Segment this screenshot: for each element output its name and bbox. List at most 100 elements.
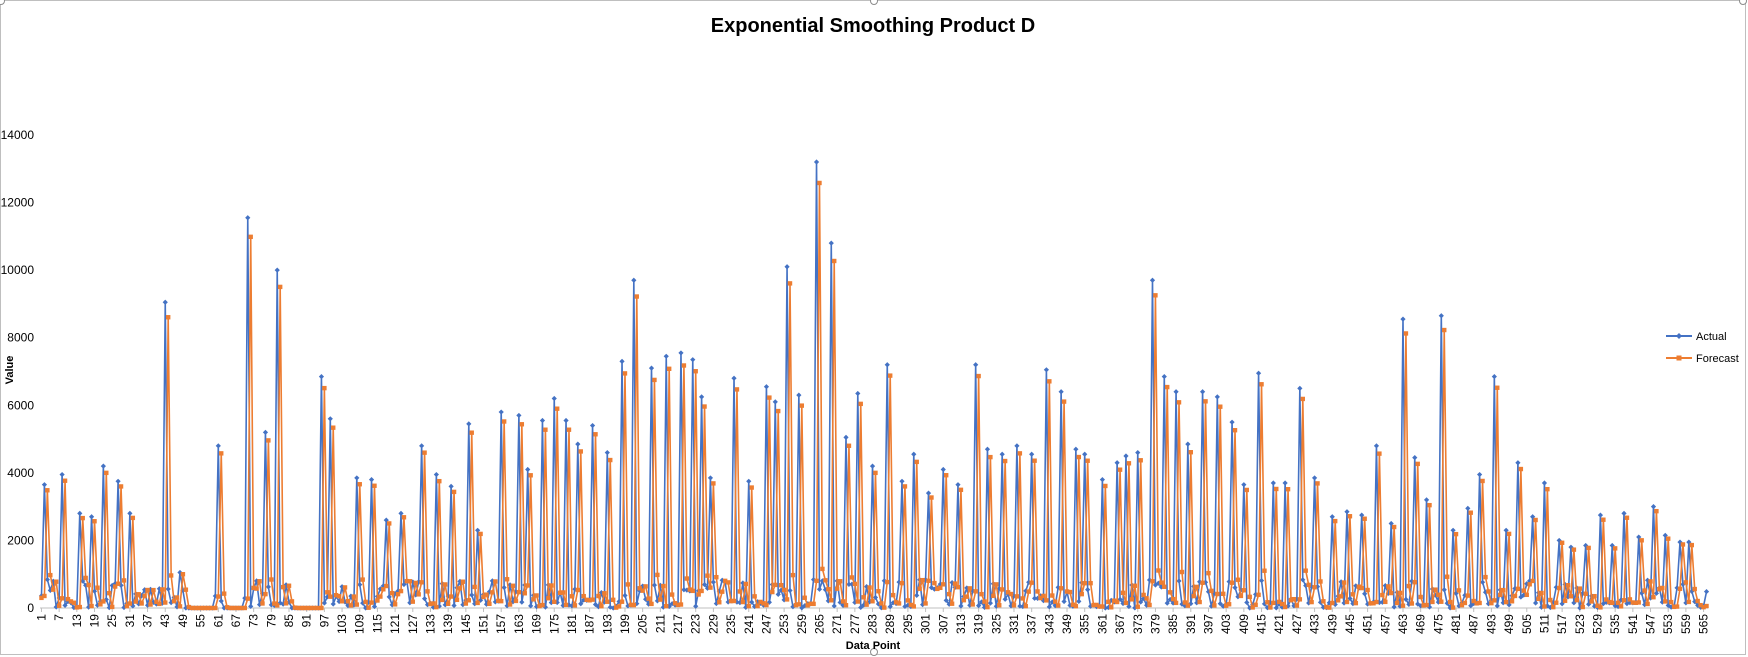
data-point-forecast[interactable] xyxy=(133,599,138,604)
data-point-forecast[interactable] xyxy=(1209,588,1214,594)
data-point-forecast[interactable] xyxy=(781,587,787,593)
data-point-actual[interactable] xyxy=(115,478,121,484)
data-point-actual[interactable] xyxy=(1479,579,1486,585)
data-point-actual[interactable] xyxy=(1241,482,1247,488)
data-point-forecast[interactable] xyxy=(307,605,312,611)
data-point-forecast[interactable] xyxy=(1335,598,1341,603)
data-point-forecast[interactable] xyxy=(443,582,448,587)
data-point-forecast[interactable] xyxy=(398,588,404,594)
data-point-actual[interactable] xyxy=(940,466,946,473)
data-point-actual[interactable] xyxy=(861,602,867,608)
data-point-actual[interactable] xyxy=(911,451,917,457)
data-point-forecast[interactable] xyxy=(369,600,374,605)
data-point-actual[interactable] xyxy=(218,598,224,604)
data-point-forecast[interactable] xyxy=(1271,600,1276,606)
data-point-forecast[interactable] xyxy=(1285,487,1291,492)
data-point-forecast[interactable] xyxy=(98,602,103,607)
data-point-forecast[interactable] xyxy=(1221,591,1226,597)
data-point-actual[interactable] xyxy=(407,600,413,606)
data-point-actual[interactable] xyxy=(1503,527,1509,533)
data-point-forecast[interactable] xyxy=(378,594,383,599)
data-point-forecast[interactable] xyxy=(888,373,893,378)
data-point-actual[interactable] xyxy=(103,596,109,603)
data-point-actual[interactable] xyxy=(1099,477,1105,483)
data-point-forecast[interactable] xyxy=(643,584,648,589)
data-point-forecast[interactable] xyxy=(1058,586,1064,591)
data-point-forecast[interactable] xyxy=(1453,531,1459,537)
data-point-actual[interactable] xyxy=(1477,471,1483,478)
data-point-forecast[interactable] xyxy=(328,594,333,599)
data-point-forecast[interactable] xyxy=(186,604,192,610)
data-point-actual[interactable] xyxy=(976,603,982,609)
data-point-actual[interactable] xyxy=(501,584,507,591)
data-point-actual[interactable] xyxy=(377,586,383,592)
data-point-forecast[interactable] xyxy=(499,598,504,604)
data-point-actual[interactable] xyxy=(640,583,646,589)
data-point-forecast[interactable] xyxy=(1256,592,1261,598)
data-point-forecast[interactable] xyxy=(820,566,825,572)
data-point-forecast[interactable] xyxy=(1565,583,1571,588)
data-point-actual[interactable] xyxy=(766,599,772,605)
data-point-actual[interactable] xyxy=(1544,603,1550,609)
data-point-actual[interactable] xyxy=(1403,596,1409,602)
data-point-forecast[interactable] xyxy=(1050,593,1055,598)
data-point-actual[interactable] xyxy=(498,409,504,415)
data-point-forecast[interactable] xyxy=(1094,602,1099,608)
data-point-forecast[interactable] xyxy=(734,387,740,392)
data-point-forecast[interactable] xyxy=(758,599,763,605)
data-point-forecast[interactable] xyxy=(1559,540,1565,545)
data-point-forecast[interactable] xyxy=(48,572,53,578)
data-point-actual[interactable] xyxy=(457,578,463,584)
data-point-forecast[interactable] xyxy=(1141,592,1146,598)
data-point-forecast[interactable] xyxy=(681,363,687,368)
data-point-forecast[interactable] xyxy=(115,581,121,586)
data-point-forecast[interactable] xyxy=(280,584,286,590)
data-point-actual[interactable] xyxy=(442,602,448,608)
data-point-actual[interactable] xyxy=(1273,605,1279,611)
data-point-forecast[interactable] xyxy=(419,580,424,585)
data-point-forecast[interactable] xyxy=(1055,603,1061,608)
data-point-actual[interactable] xyxy=(846,581,852,587)
data-point-forecast[interactable] xyxy=(1465,593,1471,598)
data-point-forecast[interactable] xyxy=(864,602,869,607)
data-point-forecast[interactable] xyxy=(1070,602,1076,607)
data-point-actual[interactable] xyxy=(1441,587,1447,593)
data-point-actual[interactable] xyxy=(1255,370,1262,376)
data-point-forecast[interactable] xyxy=(1250,605,1255,610)
data-point-forecast[interactable] xyxy=(1503,599,1509,605)
data-point-forecast[interactable] xyxy=(1403,331,1409,336)
data-point-forecast[interactable] xyxy=(1636,600,1641,605)
data-point-actual[interactable] xyxy=(869,463,876,469)
data-point-forecast[interactable] xyxy=(493,579,498,584)
data-point-forecast[interactable] xyxy=(1542,604,1547,609)
data-point-actual[interactable] xyxy=(1494,603,1500,609)
legend-item-forecast[interactable]: Forecast xyxy=(1666,353,1739,365)
data-point-forecast[interactable] xyxy=(472,584,477,590)
data-point-forecast[interactable] xyxy=(1471,598,1476,604)
data-point-actual[interactable] xyxy=(1412,455,1418,461)
data-point-forecast[interactable] xyxy=(1100,604,1105,609)
data-point-actual[interactable] xyxy=(1329,514,1335,520)
data-point-forecast[interactable] xyxy=(1701,604,1706,610)
data-point-actual[interactable] xyxy=(955,482,961,488)
data-point-actual[interactable] xyxy=(725,599,731,605)
data-point-forecast[interactable] xyxy=(1079,591,1084,597)
data-point-actual[interactable] xyxy=(53,604,59,610)
data-point-actual[interactable] xyxy=(1695,602,1701,608)
data-point-forecast[interactable] xyxy=(363,599,368,605)
data-point-forecast[interactable] xyxy=(1368,601,1373,606)
data-point-forecast[interactable] xyxy=(979,591,984,597)
data-point-forecast[interactable] xyxy=(554,406,560,411)
data-point-actual[interactable] xyxy=(1376,599,1383,606)
data-point-forecast[interactable] xyxy=(145,587,150,593)
data-point-forecast[interactable] xyxy=(773,582,778,588)
data-point-actual[interactable] xyxy=(475,527,481,533)
data-point-forecast[interactable] xyxy=(1029,580,1034,585)
data-point-actual[interactable] xyxy=(466,421,472,427)
data-point-actual[interactable] xyxy=(1117,596,1123,602)
data-point-actual[interactable] xyxy=(1199,389,1206,395)
data-point-forecast[interactable] xyxy=(51,587,56,592)
data-point-forecast[interactable] xyxy=(124,603,130,609)
data-point-forecast[interactable] xyxy=(1061,399,1067,404)
data-point-actual[interactable] xyxy=(321,600,327,606)
